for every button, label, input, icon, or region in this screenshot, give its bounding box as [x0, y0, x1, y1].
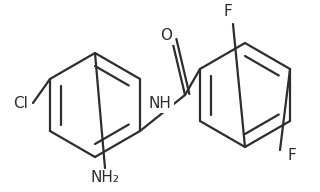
Text: NH: NH: [148, 95, 172, 111]
Text: Cl: Cl: [13, 95, 28, 111]
Text: F: F: [224, 4, 232, 20]
Text: O: O: [160, 28, 172, 44]
Text: F: F: [288, 147, 296, 162]
Text: NH₂: NH₂: [91, 170, 119, 185]
